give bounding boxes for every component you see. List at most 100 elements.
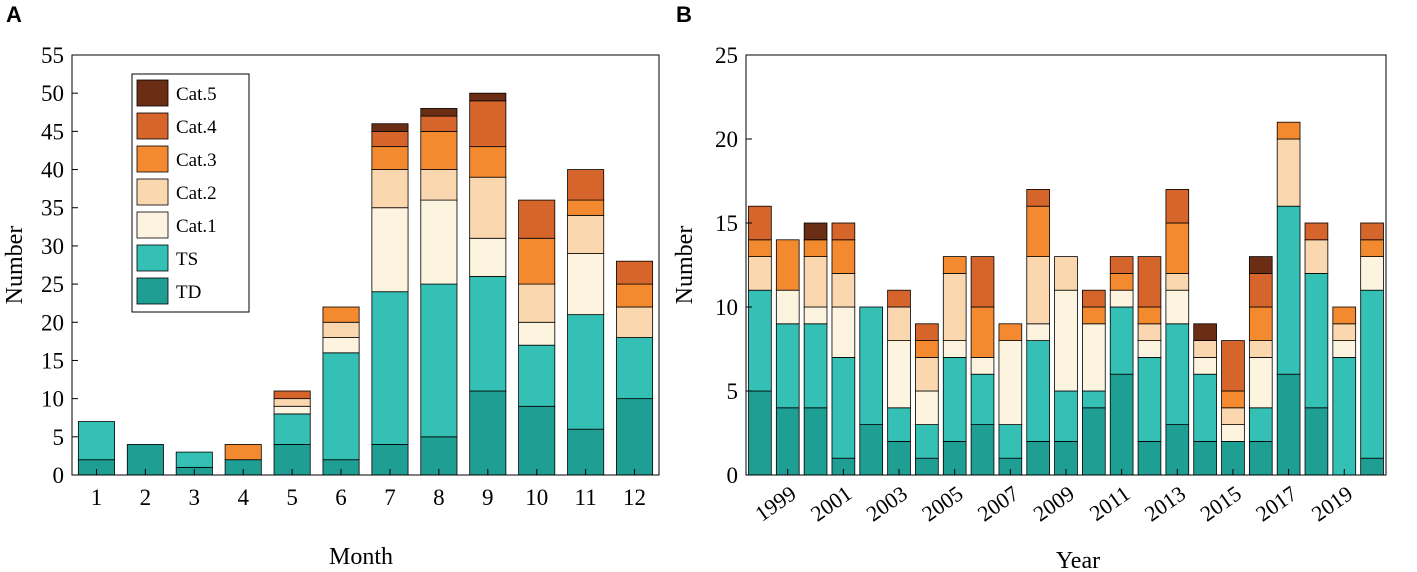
y-tick-label: 5 [727, 379, 739, 404]
bar-b-2001-cat-1 [831, 306, 856, 358]
x-tick-label: 12 [623, 485, 646, 510]
bar-b-2020-cat-1 [1360, 256, 1384, 291]
bar-b-2002-td [859, 424, 884, 476]
bar-b-2010-cat-1 [1082, 323, 1106, 392]
bar-a-9-cat-2 [469, 176, 507, 239]
bar-b-1998-cat-2 [748, 256, 772, 291]
panel-b-x-label: Year [1056, 548, 1100, 572]
y-tick-label: 25 [41, 272, 64, 297]
x-tick-label: 8 [433, 485, 445, 510]
panel-b-x-axis: 1999 2001 2003 2005 2007 2009 2011 2013 2015 2017… [750, 469, 1357, 526]
legend-label-td: TD [176, 282, 201, 303]
panel-a-x-label: Month [329, 544, 393, 570]
bar-a-7-cat-5 [371, 123, 409, 132]
legend-label-ts: TS [176, 249, 198, 270]
bar-b-2008-ts [1026, 340, 1050, 442]
bar-a-3-ts [175, 451, 213, 468]
legend-swatch-cat-2 [136, 178, 169, 206]
bar-a-12-ts [616, 337, 654, 400]
bar-b-2007-cat-1 [998, 340, 1023, 426]
bar-b-2018-td [1304, 407, 1329, 476]
bar-b-2010-td [1082, 407, 1106, 476]
x-tick-label: 7 [384, 485, 396, 510]
bar-b-1999-cat-1 [775, 289, 800, 325]
bar-b-2017-ts [1276, 205, 1301, 375]
bar-b-2013-cat-1 [1165, 289, 1190, 325]
bar-a-1-ts [77, 421, 115, 461]
x-tick-label: 6 [335, 485, 347, 510]
bar-b-2014-td [1193, 440, 1217, 476]
bar-a-11-cat-4 [567, 169, 605, 201]
y-tick-label: 0 [727, 463, 739, 488]
x-tick-label: 2017 [1251, 481, 1301, 527]
bar-b-2014-ts [1193, 373, 1217, 442]
panel-a-letter: A [6, 2, 22, 27]
panel-b-bars [748, 121, 1384, 476]
bar-b-2019-ts [1332, 356, 1357, 476]
bar-b-2003-cat-2 [887, 306, 911, 341]
bar-b-2016-cat-5 [1248, 256, 1273, 274]
bar-b-2020-ts [1360, 289, 1384, 459]
bar-b-2009-cat-2 [1054, 256, 1078, 291]
x-tick-label: 10 [525, 485, 548, 510]
bar-b-2007-ts [998, 424, 1023, 459]
bar-b-2002-ts [859, 306, 884, 425]
bar-b-2009-ts [1054, 390, 1078, 442]
bar-a-9-td [469, 390, 507, 476]
legend-swatch-cat-3 [136, 145, 169, 173]
x-tick-label: 2005 [917, 481, 967, 527]
bar-b-2005-cat-1 [942, 340, 967, 358]
bar-a-6-cat-1 [322, 337, 360, 354]
bar-b-2003-cat-4 [887, 289, 911, 308]
bar-b-2013-cat-3 [1165, 222, 1190, 274]
bar-b-2005-cat-3 [942, 256, 967, 274]
bar-b-2016-td [1248, 440, 1273, 476]
y-tick-label: 55 [41, 43, 64, 68]
x-tick-label: 9 [482, 485, 494, 510]
bar-b-2000-ts [803, 323, 828, 409]
bar-b-1998-cat-3 [748, 239, 772, 258]
bar-b-2014-cat-5 [1193, 323, 1217, 341]
bar-b-2020-td [1360, 457, 1384, 476]
bar-b-2008-cat-1 [1026, 323, 1050, 341]
bar-b-1999-cat-3 [775, 239, 800, 291]
bar-b-2017-td [1276, 373, 1301, 476]
bar-a-8-cat-2 [420, 169, 458, 201]
bar-a-5-ts [273, 413, 311, 445]
bar-b-2000-cat-1 [803, 306, 828, 325]
legend-swatch-cat-5 [136, 79, 169, 107]
bar-b-2011-ts [1109, 306, 1134, 375]
bar-b-1999-ts [775, 323, 800, 409]
bar-b-2000-td [803, 407, 828, 476]
bar-a-4-cat-3 [224, 444, 262, 461]
bar-b-2011-cat-1 [1109, 289, 1134, 308]
bar-b-2003-ts [887, 407, 911, 442]
bar-b-2012-ts [1137, 356, 1162, 442]
y-tick-label: 40 [41, 158, 64, 183]
legend-swatch-cat-4 [136, 112, 169, 140]
panel-b-y-label: Number [672, 226, 698, 305]
x-tick-label: 4 [237, 485, 249, 510]
bar-b-2005-ts [942, 356, 967, 442]
bar-b-2012-cat-2 [1137, 323, 1162, 341]
x-tick-label: 1 [91, 485, 103, 510]
bar-a-5-cat-1 [273, 405, 311, 415]
bar-b-2016-cat-4 [1248, 272, 1273, 308]
y-tick-label: 15 [715, 211, 738, 236]
bar-b-2015-cat-1 [1221, 424, 1245, 442]
x-tick-label: 2009 [1028, 481, 1078, 527]
bar-b-2007-cat-3 [998, 323, 1023, 341]
bar-b-2016-cat-1 [1248, 356, 1273, 409]
bar-a-11-cat-1 [567, 253, 605, 316]
bar-b-2013-cat-4 [1165, 188, 1190, 224]
bar-b-2004-cat-1 [915, 390, 939, 425]
bar-b-2020-cat-3 [1360, 239, 1384, 258]
bar-a-6-cat-3 [322, 306, 360, 323]
bar-b-2015-cat-3 [1221, 390, 1245, 409]
bar-b-2017-cat-2 [1276, 138, 1301, 207]
x-tick-label: 2007 [973, 481, 1023, 527]
bar-a-7-cat-3 [371, 146, 409, 170]
bar-a-12-cat-3 [616, 283, 654, 308]
y-tick-label: 20 [41, 310, 64, 335]
